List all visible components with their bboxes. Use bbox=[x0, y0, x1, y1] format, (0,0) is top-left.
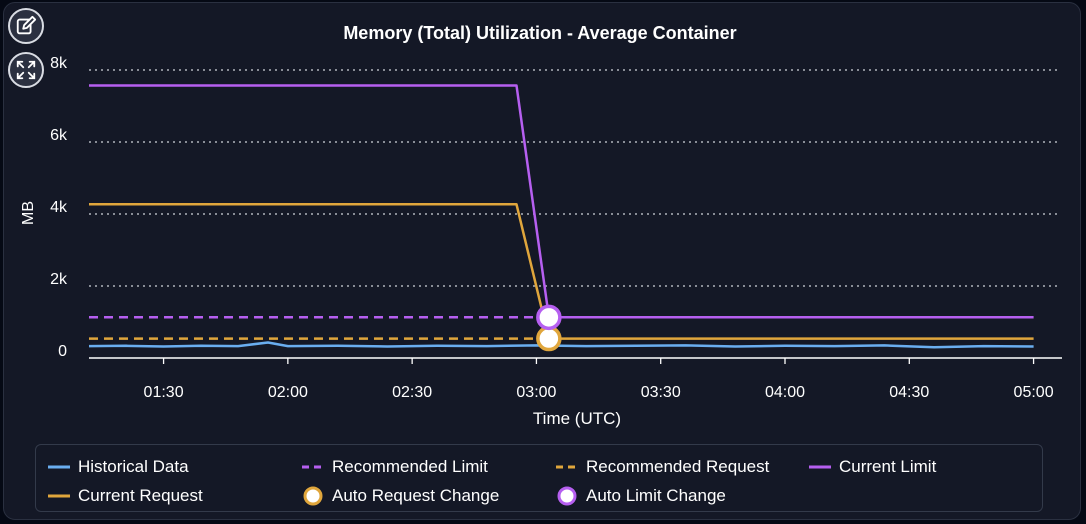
chart-title: Memory (Total) Utilization - Average Con… bbox=[343, 23, 736, 43]
edit-button[interactable] bbox=[8, 8, 44, 44]
x-tick-label: 04:30 bbox=[889, 384, 929, 401]
y-axis-label: MB bbox=[20, 201, 37, 225]
x-tick-label: 04:00 bbox=[765, 384, 805, 401]
legend-label: Current Limit bbox=[839, 457, 937, 476]
legend-swatch bbox=[48, 465, 70, 469]
x-tick-label: 02:00 bbox=[268, 384, 308, 401]
x-tick-label: 05:00 bbox=[1014, 384, 1054, 401]
y-tick-label: 4k bbox=[50, 199, 68, 216]
series-cur-limit bbox=[89, 84, 1034, 319]
x-axis-label: Time (UTC) bbox=[533, 409, 621, 428]
legend-item-rec-request[interactable]: Recommended Request bbox=[554, 457, 769, 477]
legend-item-auto-limit[interactable]: Auto Limit Change bbox=[554, 486, 726, 506]
legend-label: Auto Limit Change bbox=[586, 486, 726, 505]
x-tick-label: 03:00 bbox=[516, 384, 556, 401]
legend-swatch bbox=[556, 465, 578, 469]
chart-legend: Historical Data Recommended Limit Recommen… bbox=[35, 444, 1043, 512]
y-tick-label: 0 bbox=[58, 343, 67, 360]
legend-item-cur-request[interactable]: Current Request bbox=[46, 486, 203, 506]
legend-swatch bbox=[557, 486, 577, 506]
series-lines bbox=[88, 84, 1034, 349]
marker-auto-limit[interactable] bbox=[536, 304, 562, 331]
legend-label: Current Request bbox=[78, 486, 203, 505]
legend-label: Recommended Request bbox=[586, 457, 770, 476]
legend-item-rec-limit[interactable]: Recommended Limit bbox=[300, 457, 488, 477]
grid-lines bbox=[89, 69, 1060, 287]
legend-swatch bbox=[48, 494, 70, 498]
y-tick-label: 8k bbox=[50, 55, 68, 72]
expand-arrows-icon bbox=[16, 60, 36, 80]
legend-item-auto-request[interactable]: Auto Request Change bbox=[300, 486, 499, 506]
y-tick-label: 2k bbox=[50, 271, 68, 288]
legend-swatch bbox=[809, 465, 831, 469]
memory-utilization-chart: Memory (Total) Utilization - Average Con… bbox=[20, 23, 1062, 428]
expand-button[interactable] bbox=[8, 52, 44, 88]
legend-item-historical[interactable]: Historical Data bbox=[46, 457, 189, 477]
marker-auto-request[interactable] bbox=[536, 325, 562, 352]
legend-label: Auto Request Change bbox=[332, 486, 500, 505]
legend-swatch bbox=[303, 486, 323, 506]
legend-item-cur-limit[interactable]: Current Limit bbox=[807, 457, 936, 477]
y-tick-label: 6k bbox=[50, 127, 68, 144]
legend-swatch bbox=[302, 465, 324, 469]
series-historical bbox=[88, 341, 1034, 349]
x-tick-label: 02:30 bbox=[392, 384, 432, 401]
x-tick-label: 01:30 bbox=[144, 384, 184, 401]
legend-label: Recommended Limit bbox=[332, 457, 488, 476]
axes: 0 2k 4k 6k 8k 01:30 02:00 02:30 03:00 03:30 04:00 0… bbox=[50, 55, 1062, 401]
edit-pencil-icon bbox=[16, 15, 37, 35]
legend-label: Historical Data bbox=[78, 457, 189, 476]
x-tick-label: 03:30 bbox=[641, 384, 681, 401]
change-markers bbox=[536, 304, 562, 352]
series-cur-request bbox=[89, 203, 1034, 340]
